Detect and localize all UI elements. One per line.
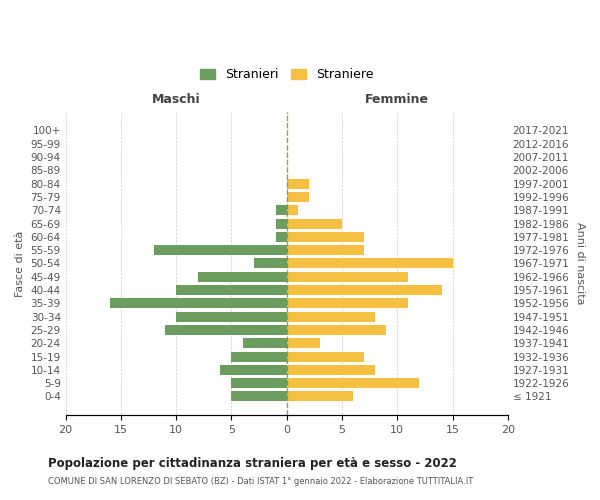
Bar xyxy=(287,178,309,188)
Bar xyxy=(176,285,287,295)
Bar xyxy=(287,258,452,268)
Bar xyxy=(287,218,342,228)
Y-axis label: Anni di nascita: Anni di nascita xyxy=(575,222,585,304)
Text: Popolazione per cittadinanza straniera per età e sesso - 2022: Popolazione per cittadinanza straniera p… xyxy=(48,458,457,470)
Bar xyxy=(287,205,298,215)
Bar xyxy=(287,298,409,308)
Bar xyxy=(287,392,353,402)
Bar xyxy=(287,285,442,295)
Bar xyxy=(275,232,287,242)
Bar xyxy=(232,378,287,388)
Bar xyxy=(287,352,364,362)
Bar xyxy=(199,272,287,281)
Bar xyxy=(287,192,309,202)
Bar xyxy=(232,392,287,402)
Bar xyxy=(287,232,364,242)
Bar xyxy=(287,365,375,375)
Bar xyxy=(287,312,375,322)
Bar xyxy=(287,378,419,388)
Bar xyxy=(287,325,386,335)
Bar xyxy=(275,205,287,215)
Y-axis label: Fasce di età: Fasce di età xyxy=(15,230,25,296)
Text: Maschi: Maschi xyxy=(152,92,200,106)
Bar xyxy=(165,325,287,335)
Text: COMUNE DI SAN LORENZO DI SEBATO (BZ) - Dati ISTAT 1° gennaio 2022 - Elaborazione: COMUNE DI SAN LORENZO DI SEBATO (BZ) - D… xyxy=(48,478,473,486)
Bar xyxy=(254,258,287,268)
Bar xyxy=(287,338,320,348)
Bar xyxy=(232,352,287,362)
Text: Femmine: Femmine xyxy=(365,92,429,106)
Bar xyxy=(287,272,409,281)
Bar xyxy=(275,218,287,228)
Legend: Stranieri, Straniere: Stranieri, Straniere xyxy=(195,63,379,86)
Bar xyxy=(220,365,287,375)
Bar xyxy=(110,298,287,308)
Bar xyxy=(242,338,287,348)
Bar xyxy=(176,312,287,322)
Bar xyxy=(287,245,364,255)
Bar xyxy=(154,245,287,255)
